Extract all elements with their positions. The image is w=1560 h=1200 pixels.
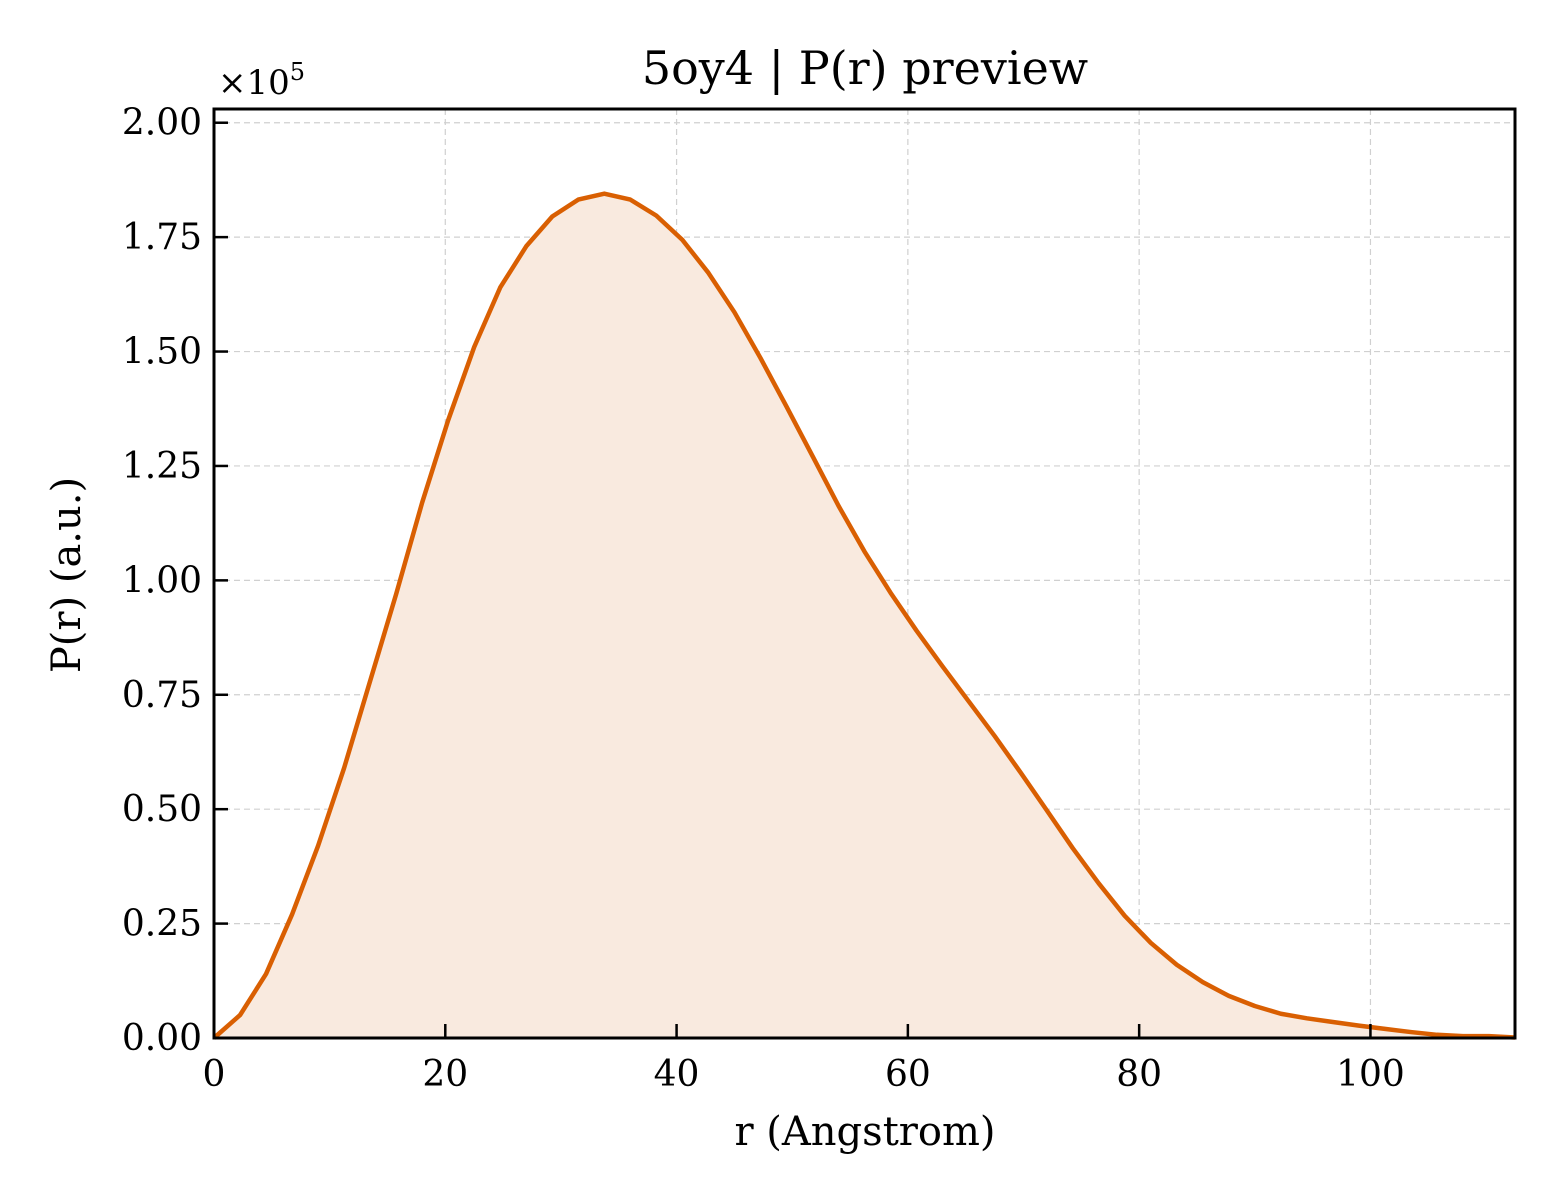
chart-title: 5oy4 | P(r) preview — [642, 41, 1088, 95]
y-tick-label: 1.00 — [122, 560, 202, 601]
x-tick-label: 80 — [1116, 1054, 1162, 1095]
plot-frame — [212, 107, 1517, 1040]
x-axis-label: r (Angstrom) — [734, 1109, 995, 1155]
y-tick-label: 0.50 — [122, 789, 202, 830]
x-tick-label: 0 — [203, 1054, 226, 1095]
y-tick-label: 0.00 — [122, 1018, 202, 1059]
y-multiplier-label: ×105 — [218, 58, 305, 103]
x-tick-label: 20 — [422, 1054, 468, 1095]
y-tick-label: 1.75 — [122, 217, 202, 258]
area-fill — [214, 193, 1515, 1038]
series-line — [212, 191, 1516, 1040]
ticks: 0 20 40 60 80 100 0.00 0.25 0.50 0.75 1.00 1.25 1.50… — [122, 103, 1405, 1095]
y-tick-label: 1.50 — [122, 332, 202, 373]
y-tick-label: 0.25 — [122, 904, 202, 945]
x-tick-label: 60 — [885, 1054, 931, 1095]
y-tick-label: 0.75 — [122, 675, 202, 716]
x-tick-label: 40 — [654, 1054, 700, 1095]
x-tick-label: 100 — [1336, 1054, 1405, 1095]
y-tick-label: 1.25 — [122, 446, 202, 487]
y-tick-label: 2.00 — [122, 103, 202, 144]
y-axis-label: P(r) (a.u.) — [44, 477, 90, 673]
